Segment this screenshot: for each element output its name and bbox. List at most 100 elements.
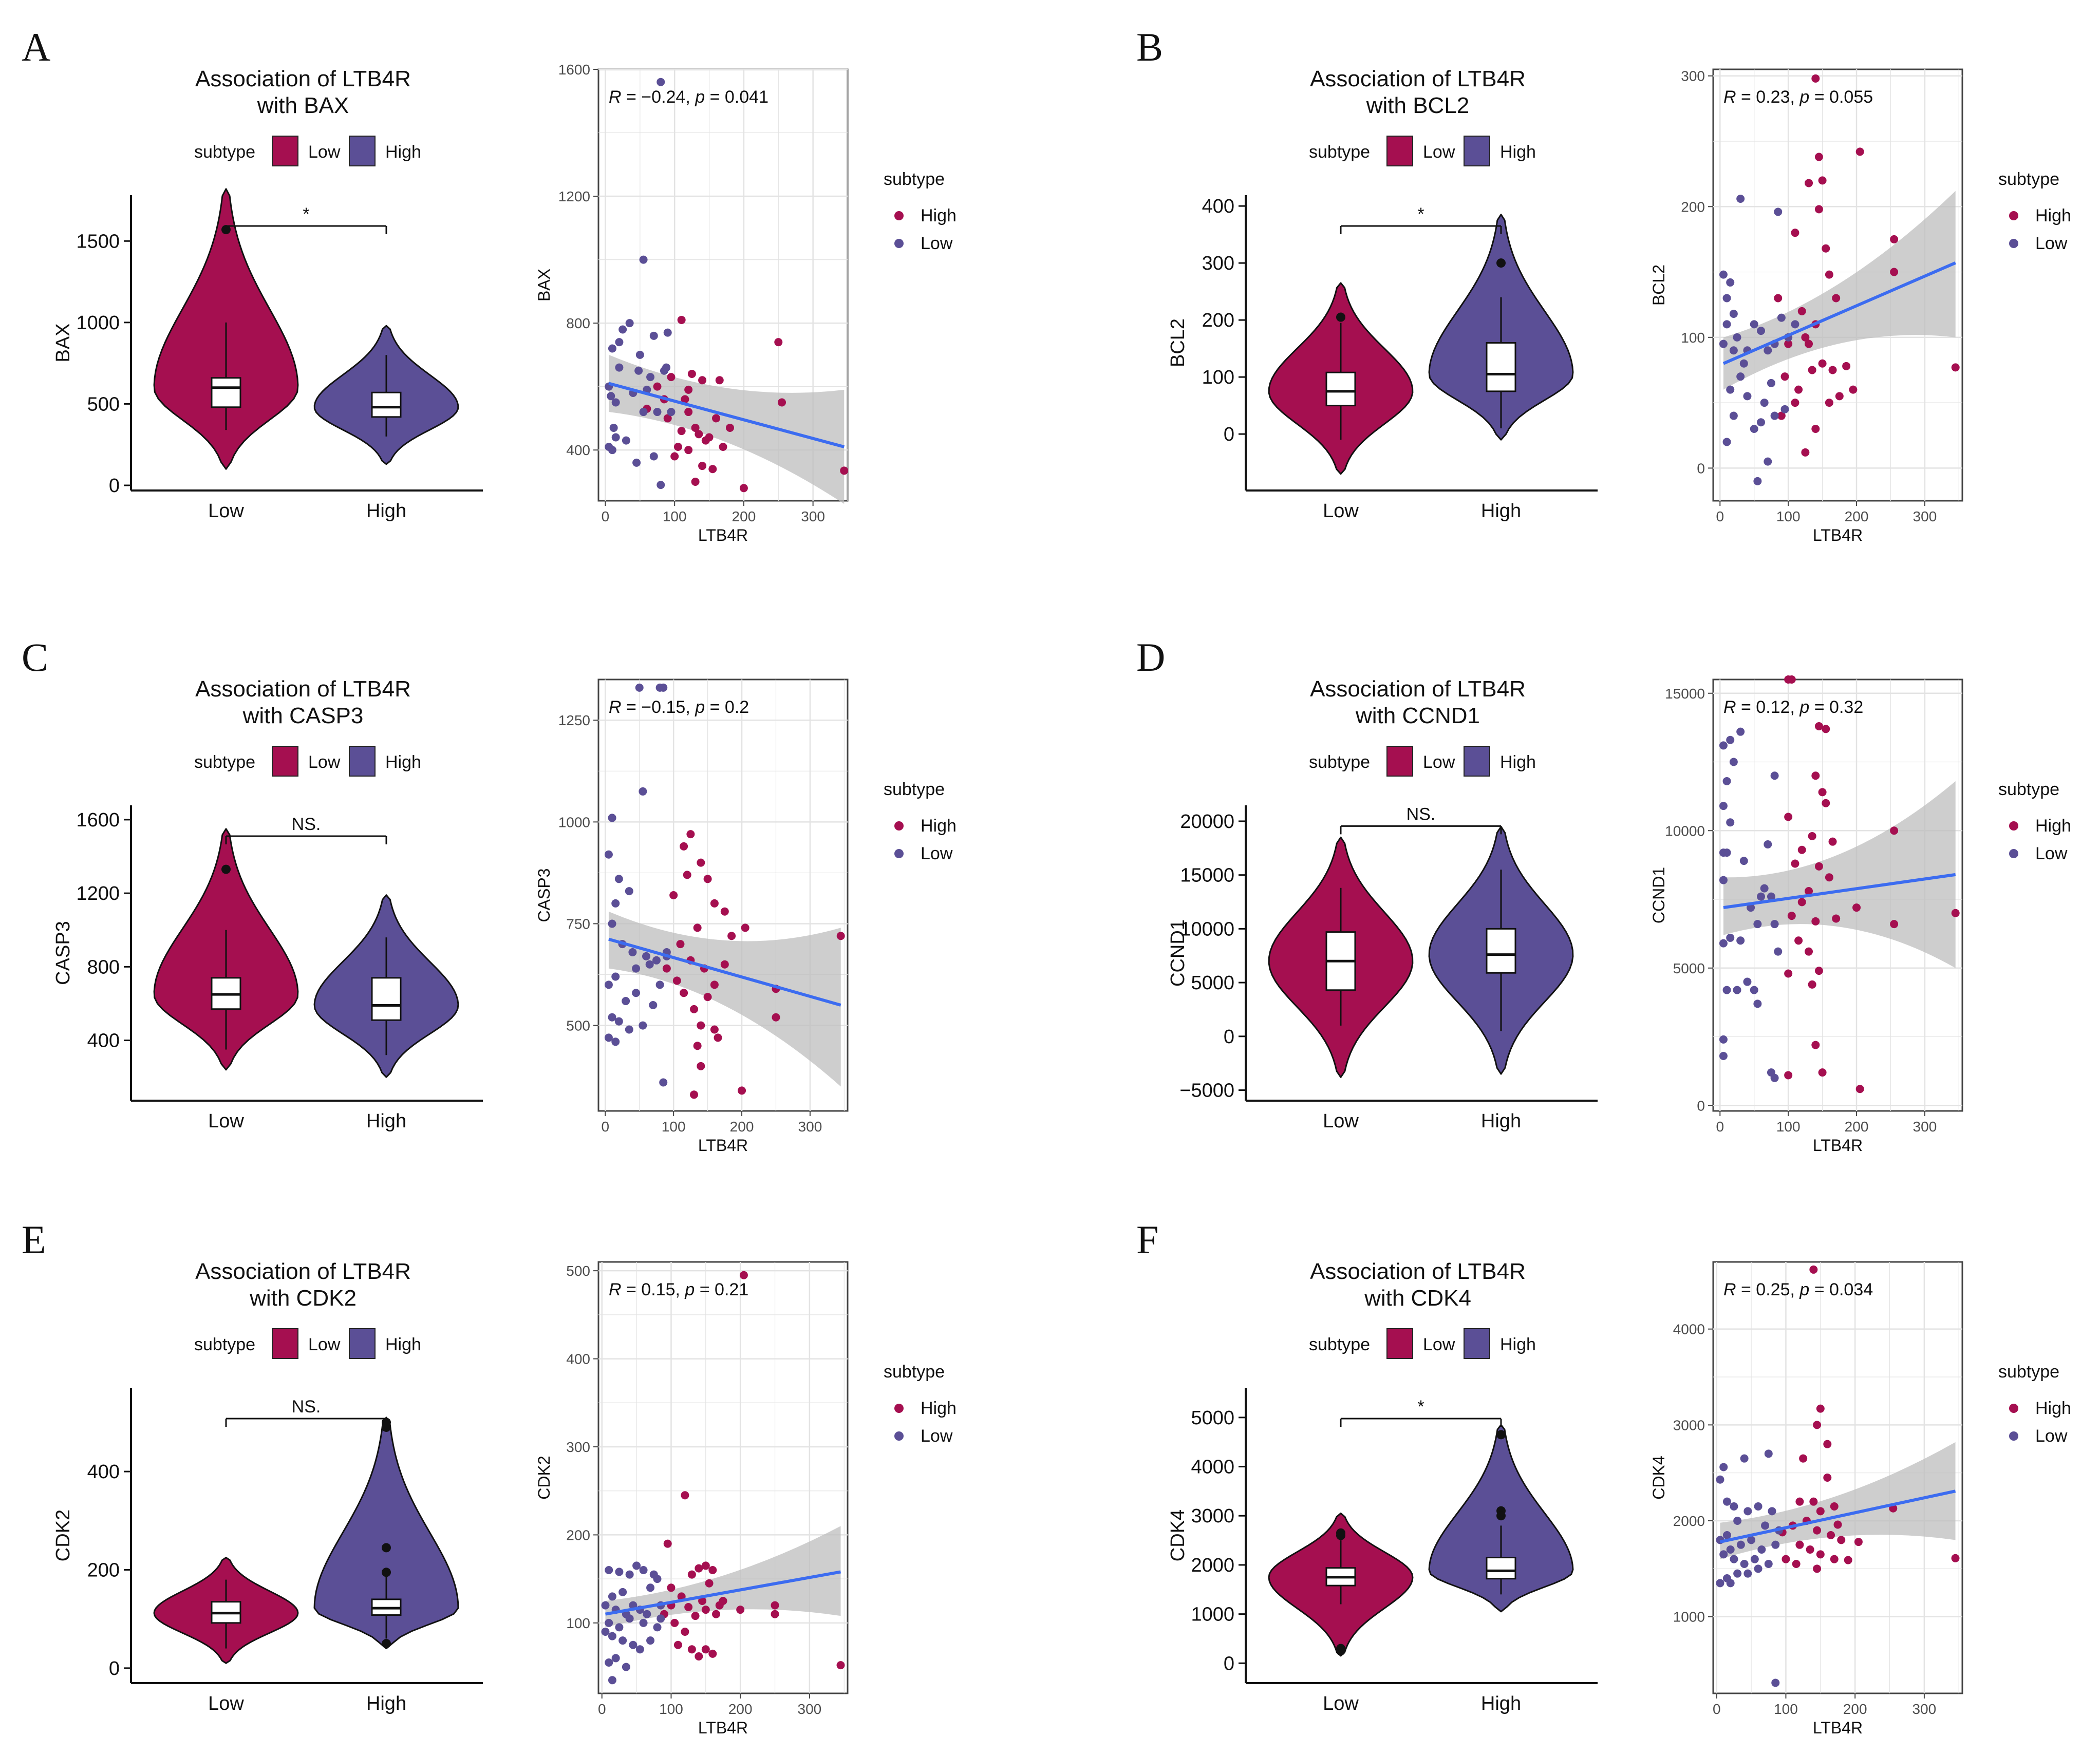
box-outlier	[1336, 1646, 1345, 1656]
scatter-point-low	[662, 363, 671, 372]
violin-x-tick-label: Low	[1323, 500, 1359, 522]
scatter-point-low	[1719, 802, 1728, 810]
scatter-point-high	[698, 462, 707, 470]
scatter-point-high	[1818, 788, 1827, 797]
scatter-point-high	[719, 443, 727, 451]
scatter-legend-key-low	[2009, 239, 2018, 248]
scatter-point-high	[1823, 1474, 1832, 1482]
scatter-point-low	[1774, 947, 1783, 956]
scatter-point-low	[1743, 1569, 1752, 1578]
scatter-x-tick-label: 200	[730, 1119, 754, 1135]
panel-label: B	[1136, 25, 1163, 69]
scatter-point-high	[1787, 675, 1796, 684]
scatter-y-label: CASP3	[535, 869, 553, 922]
box-iqr-low	[1325, 371, 1356, 407]
scatter-point-low	[605, 1658, 613, 1667]
scatter-point-high	[687, 369, 696, 378]
scatter-point-low	[1733, 1569, 1742, 1578]
scatter-point-low	[655, 980, 664, 989]
scatter-y-tick-label: 300	[1681, 68, 1705, 84]
scatter-x-tick-label: 200	[1845, 508, 1869, 524]
scatter-legend-label-low: Low	[2035, 1426, 2068, 1446]
scatter-point-low	[1780, 405, 1789, 413]
box-iqr-high	[371, 391, 402, 418]
scatter-point-low	[1730, 1502, 1738, 1511]
scatter-legend-label-low: Low	[921, 234, 953, 253]
scatter-x-tick-label: 0	[1716, 1119, 1724, 1135]
scatter-x-label: LTB4R	[1813, 526, 1863, 544]
violin-title-line1: Association of LTB4R	[1310, 66, 1526, 91]
scatter-point-high	[1814, 967, 1823, 975]
scatter-point-high	[774, 338, 783, 347]
violin-x-tick-label: Low	[1323, 1110, 1359, 1132]
scatter-point-low	[1740, 1560, 1749, 1568]
scatter-point-high	[653, 382, 662, 391]
scatter-point-high	[1777, 411, 1786, 420]
violin-y-label: BAX	[52, 323, 74, 362]
scatter-point-high	[672, 976, 681, 985]
legend-swatch-low	[272, 136, 298, 166]
scatter-point-low	[1733, 333, 1741, 342]
violin-x-tick-label: Low	[208, 1693, 244, 1714]
scatter-point-high	[1951, 909, 1960, 917]
scatter-point-high	[691, 477, 700, 486]
scatter-point-high	[1852, 903, 1861, 912]
scatter-point-high	[1813, 1564, 1822, 1573]
scatter-x-tick-label: 0	[601, 1119, 609, 1135]
scatter-fit-line	[1723, 873, 1956, 910]
scatter-x-tick-label: 200	[728, 1701, 753, 1717]
scatter-correlation-annotation: R = 0.25, p = 0.034	[1723, 1280, 1873, 1299]
scatter-correlation-annotation: R = 0.12, p = 0.32	[1723, 697, 1863, 717]
scatter-legend-title: subtype	[884, 780, 945, 799]
scatter-point-low	[625, 1614, 634, 1623]
scatter-point-low	[649, 331, 658, 340]
scatter-point-low	[1729, 758, 1738, 766]
box-outlier	[1496, 1511, 1506, 1521]
scatter-point-low	[1719, 270, 1728, 279]
violin-title-line2: with CDK4	[1364, 1286, 1471, 1311]
scatter-point-low	[604, 980, 613, 989]
scatter-point-low	[653, 1575, 662, 1583]
scatter-point-low	[1726, 933, 1735, 942]
scatter-point-high	[670, 1618, 679, 1627]
scatter-point-low	[1753, 920, 1762, 929]
scatter-x-tick-label: 200	[1845, 1119, 1869, 1135]
scatter-point-high	[1791, 859, 1799, 868]
scatter-point-low	[1722, 848, 1731, 857]
scatter-point-low	[1768, 1507, 1776, 1516]
legend-swatch-low	[272, 1328, 298, 1359]
box-outlier	[221, 864, 231, 874]
scatter-point-high	[697, 858, 705, 867]
scatter-x-tick-label: 200	[732, 508, 756, 524]
scatter-point-high	[725, 423, 734, 432]
violin-y-tick-label: 800	[87, 956, 120, 978]
box-outlier	[1496, 1430, 1506, 1440]
scatter-point-low	[642, 952, 651, 960]
scatter-point-high	[695, 430, 703, 439]
scatter-point-high	[687, 1570, 696, 1579]
scatter-point-low	[646, 1583, 655, 1592]
scatter-point-high	[710, 1025, 719, 1034]
violin-title-line1: Association of LTB4R	[195, 1259, 411, 1284]
scatter-point-low	[639, 408, 648, 417]
violin-y-tick-label: −5000	[1179, 1080, 1234, 1102]
scatter-point-low	[632, 1561, 641, 1570]
scatter-legend-label-high: High	[2035, 1399, 2071, 1418]
scatter-point-high	[667, 1583, 676, 1592]
scatter-point-low	[605, 1618, 613, 1627]
scatter-fit-line	[605, 1570, 841, 1616]
scatter-point-high	[693, 923, 702, 932]
scatter-point-high	[1808, 832, 1816, 840]
scatter-point-low	[625, 1570, 634, 1579]
box-iqr-high	[1486, 928, 1516, 974]
scatter-point-low	[608, 1676, 616, 1685]
scatter-legend-label-low: Low	[2035, 844, 2068, 863]
scatter-legend-key-low	[894, 239, 904, 248]
scatter-point-high	[1855, 147, 1864, 156]
scatter-point-high	[1814, 205, 1823, 214]
scatter-point-high	[680, 989, 688, 997]
scatter-point-high	[771, 1601, 779, 1610]
violin-y-tick-label: 3000	[1191, 1505, 1234, 1527]
scatter-point-high	[1809, 1497, 1818, 1506]
